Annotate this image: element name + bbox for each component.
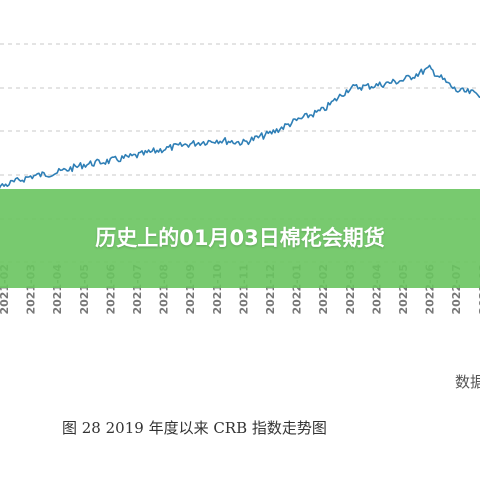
title-banner: 历史上的01月03日棉花会期货: [0, 189, 480, 288]
source-note: 数据: [455, 373, 480, 391]
series-line: [0, 64, 480, 189]
x-tick-label: 2021-02: [0, 264, 11, 315]
banner-title: 历史上的01月03日棉花会期货: [95, 226, 385, 250]
figure-caption: 图 28 2019 年度以来 CRB 指数走势图: [62, 419, 327, 437]
x-tick-label: 2022-08: [477, 264, 480, 315]
